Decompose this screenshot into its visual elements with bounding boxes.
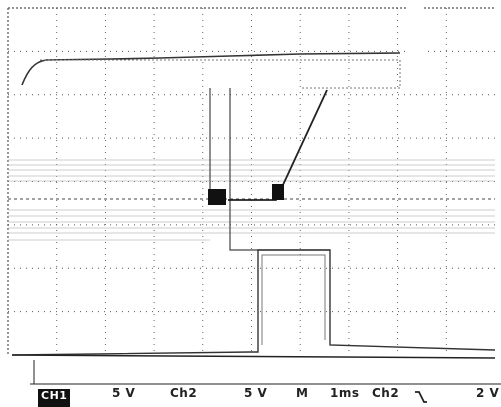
reference-band <box>8 159 495 241</box>
timebase: 1ms <box>330 386 360 400</box>
zoom-window-outline <box>209 88 330 251</box>
trigger-source: Ch2 <box>372 386 400 400</box>
mode-label: M <box>296 386 309 400</box>
ch2-baseline <box>11 354 496 359</box>
ch1-clip-edge <box>40 59 401 89</box>
falling-edge-icon <box>415 391 427 403</box>
ch2-scale: 5 V <box>244 386 268 400</box>
ch1-waveform <box>21 52 401 86</box>
ch2-pulse-inner <box>261 254 326 345</box>
trigger-marker-left[interactable] <box>208 189 226 205</box>
ch2-ramp <box>228 89 328 201</box>
ch2-label: Ch2 <box>170 386 198 400</box>
ch1-scale: 5 V <box>112 386 136 400</box>
ch1-label: CH1 <box>38 389 71 407</box>
trigger-marker-right[interactable] <box>272 184 284 200</box>
top-gap <box>408 4 424 84</box>
trigger-level: 2 V <box>476 386 500 400</box>
ch2-pulse <box>11 249 496 356</box>
